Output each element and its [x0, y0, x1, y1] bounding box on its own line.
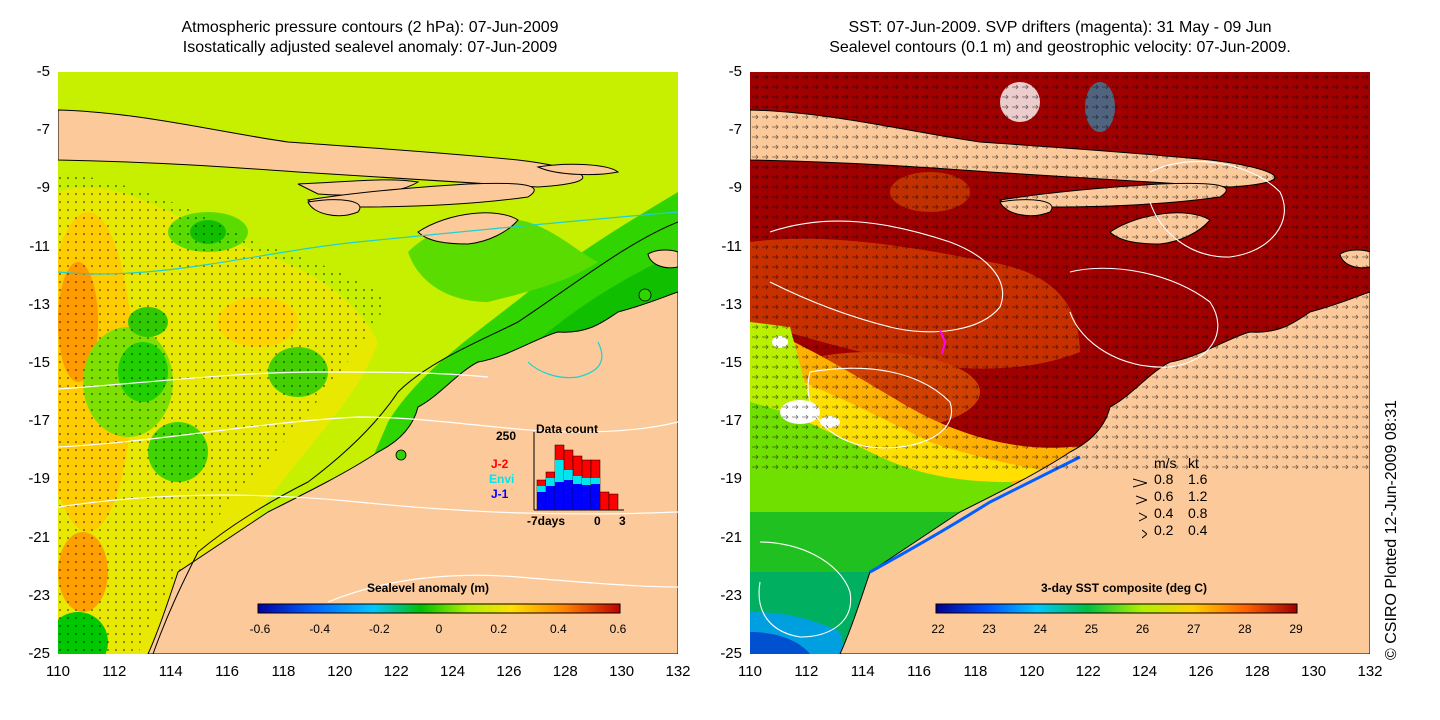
right-lon-tick: 118	[963, 663, 988, 680]
sla-colorbar-tick: 0.6	[609, 622, 627, 636]
velocity-legend-ms-value: 0.6	[1154, 488, 1174, 504]
left-lon-tick: 130	[609, 663, 635, 680]
velocity-legend-header-kt: kt	[1188, 455, 1199, 471]
right-lat-tick: -23	[720, 586, 742, 604]
inset-bars	[536, 444, 619, 511]
velocity-legend-ms-value: 0.2	[1154, 522, 1174, 538]
left-lon-tick: 118	[271, 663, 296, 680]
inset-legend-j1: J-1	[491, 487, 509, 501]
right-title-line2: Sealevel contours (0.1 m) and geostrophi…	[829, 39, 1291, 56]
right-lon-tick: 120	[1019, 663, 1045, 680]
inset-bar-chart	[533, 432, 624, 511]
sla-colorbar-tick: -0.2	[368, 622, 390, 636]
left-lon-tick: 116	[215, 663, 240, 680]
right-lon-tick: 124	[1132, 663, 1158, 680]
inset-legend-envi: Envi	[489, 472, 515, 486]
sst-colorbar-tick: 23	[982, 622, 996, 636]
inset-title: Data count	[536, 422, 599, 436]
velocity-legend-arrow-icon	[1141, 526, 1148, 539]
left-lon-tick: 110	[46, 663, 70, 680]
left-lat-tick: -23	[28, 586, 50, 604]
left-lon-tick: 112	[102, 663, 127, 680]
right-lat-tick: -19	[720, 470, 742, 488]
right-lon-tick: 112	[794, 663, 819, 680]
right-lon-tick: 114	[850, 663, 875, 680]
right-lat-tick: -13	[720, 295, 742, 313]
velocity-legend-ms-value: 0.8	[1154, 471, 1174, 487]
left-lon-tick: 126	[496, 663, 522, 680]
velocity-legend-kt-value: 1.2	[1188, 488, 1208, 504]
sst-colorbar-tick: 28	[1238, 622, 1252, 636]
sst-colorbar-tick: 27	[1187, 622, 1201, 636]
sst-colorbar-tick: 22	[931, 622, 945, 636]
left-colorbar-title: Sealevel anomaly (m)	[367, 581, 490, 595]
sst-colorbar-tick: 24	[1033, 622, 1047, 636]
left-lon-tick: 124	[440, 663, 466, 680]
velocity-legend-kt-value: 1.6	[1188, 471, 1208, 487]
left-title-line1: Atmospheric pressure contours (2 hPa): 0…	[181, 19, 559, 36]
left-lon-tick: 120	[327, 663, 353, 680]
velocity-legend-arrow-icon	[1132, 475, 1149, 488]
left-lat-tick: -7	[36, 121, 50, 139]
right-colorbar-title: 3-day SST composite (deg C)	[1041, 581, 1208, 595]
velocity-legend-ms-value: 0.4	[1154, 505, 1174, 521]
left-lon-tick: 128	[552, 663, 578, 680]
right-title-line1: SST: 07-Jun-2009. SVP drifters (magenta)…	[848, 19, 1272, 36]
velocity-legend-kt-value: 0.4	[1188, 522, 1208, 538]
right-lat-tick: -21	[720, 528, 742, 546]
left-lat-tick: -9	[36, 179, 50, 197]
right-lat-tick: -5	[728, 63, 742, 80]
left-lon-tick: 122	[383, 663, 409, 680]
sla-colorbar-tick: 0.2	[490, 622, 507, 636]
velocity-legend-header-ms: m/s	[1154, 455, 1177, 471]
left-lat-tick: -19	[28, 470, 50, 488]
right-lon-tick: 122	[1075, 663, 1101, 680]
velocity-legend-kt-value: 0.8	[1188, 505, 1208, 521]
sst-map-image	[750, 72, 1370, 654]
right-lon-tick: 116	[907, 663, 932, 680]
inset-x-label-zero: 0	[594, 514, 601, 528]
left-lat-tick: -21	[28, 528, 50, 546]
left-lat-tick: -15	[28, 354, 50, 371]
sst-colorbar-tick: 25	[1084, 622, 1099, 636]
left-lat-tick: -11	[29, 237, 50, 255]
inset-x-label-end: 3	[619, 514, 626, 528]
right-lon-tick: 132	[1357, 663, 1383, 680]
left-lon-tick: 114	[158, 663, 183, 680]
right-lon-tick: 130	[1301, 663, 1327, 680]
right-lat-tick: -7	[728, 121, 742, 139]
right-lat-tick: -17	[720, 412, 742, 430]
sst-colorbar-tick: 29	[1289, 622, 1303, 636]
left-lon-tick: 132	[665, 663, 691, 680]
velocity-legend-arrow-icon	[1138, 509, 1149, 522]
velocity-legend-arrow-icon	[1135, 492, 1149, 505]
sla-colorbar-tick: 0.4	[549, 622, 567, 636]
left-title-line2: Isostatically adjusted sealevel anomaly:…	[182, 39, 558, 56]
sla-colorbar-tick: -0.4	[309, 622, 330, 636]
left-lat-tick: -5	[36, 63, 50, 80]
sla-colorbar-tick: 0	[435, 622, 443, 636]
inset-legend-j2: J-2	[491, 457, 509, 471]
sealevel-anomaly-map	[58, 72, 678, 654]
right-lat-tick: -11	[721, 237, 742, 255]
sst-map	[750, 72, 1370, 654]
left-lat-tick: -13	[28, 295, 50, 313]
right-lon-tick: 128	[1244, 663, 1270, 680]
right-lat-tick: -25	[720, 645, 742, 662]
right-lat-tick: -9	[728, 179, 742, 197]
sst-colorbar-tick: 26	[1135, 622, 1150, 636]
sla-colorbar-tick: -0.6	[249, 622, 271, 636]
right-lat-tick: -15	[720, 354, 742, 371]
right-lon-tick: 126	[1188, 663, 1214, 680]
inset-x-label-start: -7days	[527, 514, 566, 528]
left-lat-tick: -25	[28, 645, 50, 662]
csiro-credit: © CSIRO Plotted 12-Jun-2009 08:31	[1383, 400, 1400, 660]
right-lon-tick: 110	[738, 663, 762, 680]
sealevel-anomaly-map-image	[58, 72, 678, 654]
inset-y-max: 250	[496, 429, 517, 443]
left-lat-tick: -17	[28, 412, 50, 430]
